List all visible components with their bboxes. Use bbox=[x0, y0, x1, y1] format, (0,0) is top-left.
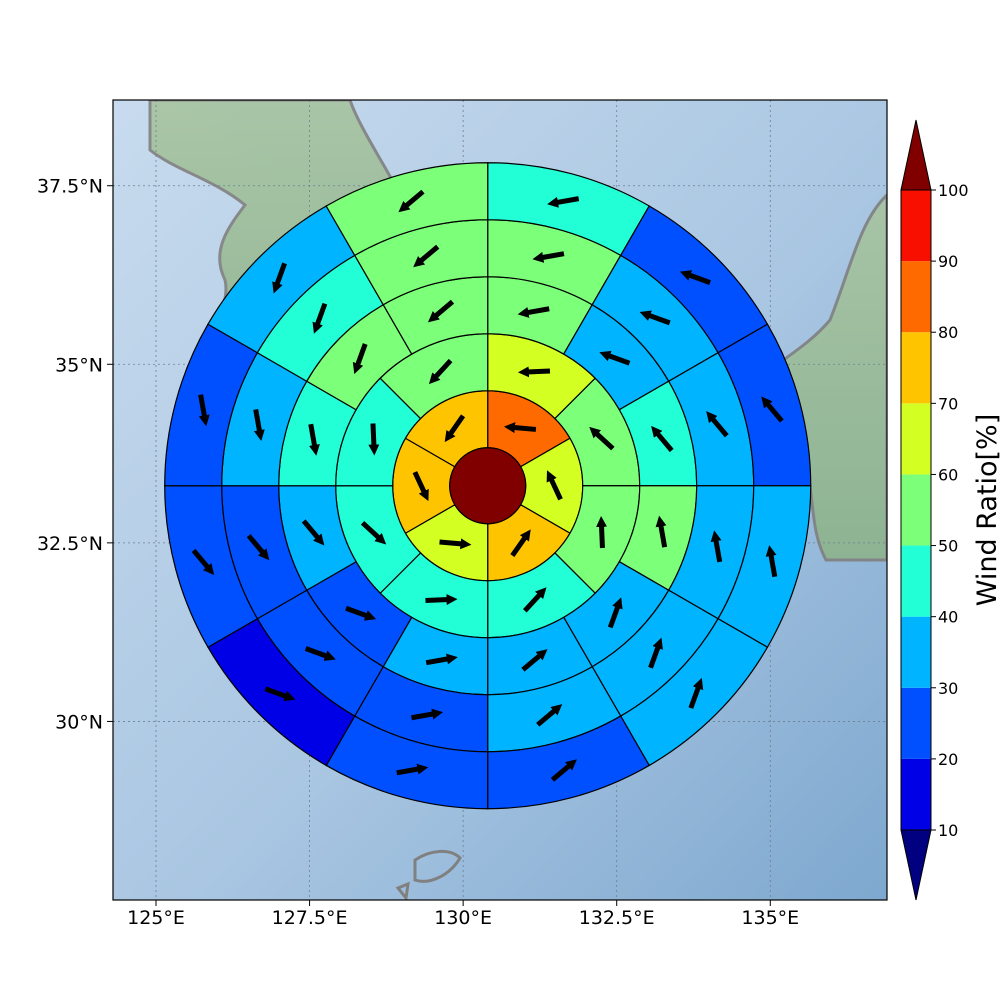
colorbar-band bbox=[901, 687, 931, 759]
wind-arrow bbox=[651, 425, 674, 453]
wind-arrow bbox=[648, 637, 663, 669]
colorbar-extend-min bbox=[900, 829, 932, 901]
wind-arrow bbox=[510, 529, 531, 558]
wind-arrow bbox=[639, 310, 671, 326]
wind-arrow bbox=[761, 396, 784, 423]
wind-arrow bbox=[428, 358, 453, 385]
wind-arrow bbox=[272, 262, 287, 294]
wind-arrow bbox=[439, 538, 472, 550]
wind-arrow bbox=[679, 270, 711, 285]
wind-arrow bbox=[198, 394, 210, 427]
x-tick-label: 127.5°E bbox=[272, 907, 348, 929]
colorbar-tick-label: 10 bbox=[938, 821, 958, 840]
wind-arrow bbox=[547, 196, 580, 208]
wind-arrow bbox=[517, 306, 550, 318]
wind-arrow bbox=[522, 587, 547, 613]
wind-arrow bbox=[398, 189, 425, 213]
longitude-ticks: 125°E 127.5°E 130°E 132.5°E 135°E bbox=[127, 900, 799, 929]
wind-arrow bbox=[345, 605, 377, 621]
wind-arrow bbox=[444, 414, 466, 443]
wind-arrow bbox=[589, 426, 615, 451]
x-tick-label: 130°E bbox=[434, 907, 492, 929]
center-cell bbox=[449, 447, 527, 525]
colorbar-band bbox=[901, 190, 931, 262]
colorbar-tick-label: 40 bbox=[938, 608, 958, 627]
wind-arrow bbox=[765, 545, 778, 578]
y-tick-label: 32.5°N bbox=[37, 533, 103, 555]
land-south-islands bbox=[395, 850, 462, 900]
colorbar-tick-label: 90 bbox=[938, 252, 958, 271]
colorbar-band bbox=[901, 332, 931, 404]
wind-arrow bbox=[352, 343, 368, 375]
colorbar-band bbox=[901, 545, 931, 617]
wind-vectors bbox=[191, 189, 784, 782]
wind-arrow bbox=[517, 366, 551, 378]
wind-arrow bbox=[264, 686, 296, 702]
colorbar-label: Wind Ratio[%] bbox=[972, 414, 1000, 606]
latitude-ticks: 37.5°N 35°N 32.5°N 30°N bbox=[37, 176, 113, 733]
wind-arrow bbox=[301, 519, 325, 546]
map-frame bbox=[112, 99, 888, 901]
wind-arrow bbox=[546, 470, 563, 501]
wind-arrow bbox=[368, 423, 380, 456]
wind-arrow bbox=[312, 302, 328, 334]
colorbar-outline bbox=[900, 189, 932, 831]
wind-arrow bbox=[396, 763, 429, 776]
wind-arrow bbox=[550, 759, 577, 782]
colorbar-band bbox=[901, 403, 931, 475]
wind-arrow bbox=[710, 530, 723, 563]
wind-arrow bbox=[596, 515, 608, 549]
x-tick-label: 125°E bbox=[127, 907, 185, 929]
colorbar-band bbox=[901, 474, 931, 546]
colorbar: 10 20 30 40 50 60 70 80 90 100 bbox=[900, 119, 969, 901]
colorbar-tick-label: 100 bbox=[938, 181, 969, 200]
wind-arrow bbox=[360, 520, 387, 545]
y-tick-label: 30°N bbox=[55, 711, 103, 733]
colorbar-band bbox=[901, 616, 931, 688]
colorbar-extend-max bbox=[900, 119, 932, 191]
wind-arrow bbox=[536, 704, 563, 727]
colorbar-tick-label: 30 bbox=[938, 679, 958, 698]
colorbar-tick-label: 80 bbox=[938, 323, 958, 342]
y-tick-label: 35°N bbox=[55, 354, 103, 376]
wind-arrow bbox=[191, 548, 215, 575]
wind-arrow bbox=[607, 597, 623, 629]
colorbar-tick-label: 50 bbox=[938, 537, 958, 556]
wind-arrow bbox=[425, 653, 458, 666]
y-tick-label: 37.5°N bbox=[37, 176, 103, 198]
wind-arrow bbox=[246, 534, 270, 561]
colorbar-tick-label: 60 bbox=[938, 465, 958, 484]
x-tick-label: 132.5°E bbox=[579, 907, 655, 929]
wind-arrow bbox=[503, 422, 537, 434]
wind-arrow bbox=[688, 677, 704, 709]
wind-arrow bbox=[412, 471, 429, 502]
x-tick-label: 135°E bbox=[741, 907, 799, 929]
wind-arrow bbox=[411, 708, 444, 721]
wind-arrow bbox=[304, 646, 336, 661]
wind-arrow bbox=[599, 350, 631, 366]
wind-arrow bbox=[521, 649, 548, 672]
colorbar-band bbox=[901, 758, 931, 830]
colorbar-band bbox=[901, 261, 931, 333]
wind-arrow bbox=[413, 244, 440, 268]
wind-arrow bbox=[706, 411, 729, 438]
wind-arrow bbox=[655, 515, 668, 548]
wind-arrow bbox=[253, 409, 265, 442]
colorbar-tick-label: 70 bbox=[938, 394, 958, 413]
wind-arrow bbox=[427, 299, 455, 323]
wind-arrow bbox=[425, 594, 458, 606]
wind-arrow bbox=[308, 423, 320, 456]
wind-arrow bbox=[532, 251, 565, 263]
colorbar-tick-label: 20 bbox=[938, 750, 958, 769]
wind-ratio-sectors bbox=[164, 162, 812, 810]
